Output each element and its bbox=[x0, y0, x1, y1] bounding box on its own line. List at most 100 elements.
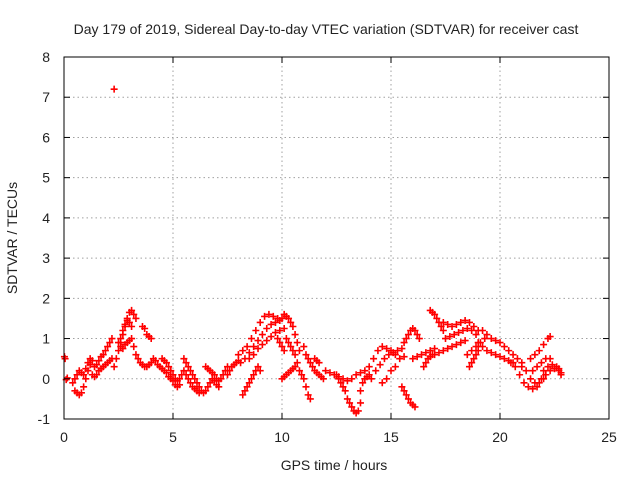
data-point bbox=[300, 343, 308, 351]
data-point bbox=[258, 331, 266, 339]
data-point bbox=[99, 351, 107, 359]
data-point bbox=[537, 359, 545, 367]
data-point bbox=[404, 395, 412, 403]
data-point bbox=[546, 367, 554, 375]
data-point bbox=[210, 377, 218, 385]
data-point bbox=[439, 327, 447, 335]
data-point bbox=[370, 355, 378, 363]
data-point bbox=[186, 367, 194, 375]
data-point bbox=[274, 335, 282, 343]
data-points bbox=[60, 85, 565, 417]
data-point bbox=[130, 343, 138, 351]
data-point bbox=[413, 353, 421, 361]
data-point bbox=[487, 349, 495, 357]
axis-ticks: 0 5 10 15 20 25 -1 0 1 2 3 4 5 6 7 8 bbox=[38, 49, 617, 445]
data-point bbox=[465, 363, 473, 371]
data-point bbox=[542, 371, 550, 379]
data-point bbox=[193, 379, 201, 387]
x-tick-label: 5 bbox=[169, 429, 177, 445]
data-point bbox=[535, 347, 543, 355]
data-point bbox=[162, 369, 170, 377]
data-point bbox=[110, 363, 118, 371]
data-point bbox=[322, 367, 330, 375]
data-point bbox=[147, 335, 155, 343]
data-point bbox=[394, 347, 402, 355]
data-point bbox=[535, 379, 543, 387]
data-point bbox=[319, 375, 327, 383]
data-point bbox=[426, 347, 434, 355]
data-point bbox=[291, 331, 299, 339]
data-point bbox=[455, 329, 463, 337]
data-point bbox=[387, 367, 395, 375]
data-point bbox=[306, 395, 314, 403]
y-tick-label: 3 bbox=[42, 250, 50, 266]
data-point bbox=[217, 375, 225, 383]
data-point bbox=[431, 345, 439, 353]
data-point bbox=[533, 363, 541, 371]
data-point bbox=[80, 383, 88, 391]
data-point bbox=[271, 318, 279, 326]
y-tick-label: 2 bbox=[42, 290, 50, 306]
data-point bbox=[457, 318, 465, 326]
data-point bbox=[252, 327, 260, 335]
data-point bbox=[243, 343, 251, 351]
data-point bbox=[431, 310, 439, 318]
data-point bbox=[420, 363, 428, 371]
data-point bbox=[202, 387, 210, 395]
data-point bbox=[302, 383, 310, 391]
data-point bbox=[267, 333, 275, 341]
data-point bbox=[348, 375, 356, 383]
data-point bbox=[483, 347, 491, 355]
data-point bbox=[343, 395, 351, 403]
x-tick-label: 10 bbox=[274, 429, 290, 445]
data-point bbox=[289, 322, 297, 330]
data-point bbox=[287, 318, 295, 326]
data-point bbox=[411, 327, 419, 335]
data-point bbox=[411, 403, 419, 411]
data-point bbox=[121, 320, 129, 328]
data-point bbox=[472, 343, 480, 351]
data-point bbox=[293, 339, 301, 347]
data-point bbox=[500, 355, 508, 363]
data-point bbox=[250, 371, 258, 379]
y-tick-label: 1 bbox=[42, 331, 50, 347]
data-point bbox=[481, 335, 489, 343]
grid-lines bbox=[64, 57, 609, 419]
y-tick-label: 4 bbox=[42, 210, 50, 226]
data-point bbox=[376, 361, 384, 369]
data-point bbox=[73, 371, 81, 379]
data-point bbox=[276, 327, 284, 335]
data-point bbox=[326, 369, 334, 377]
y-tick-label: 6 bbox=[42, 129, 50, 145]
data-point bbox=[165, 363, 173, 371]
data-point bbox=[84, 359, 92, 367]
data-point bbox=[263, 325, 271, 332]
data-point bbox=[470, 322, 478, 330]
data-point bbox=[468, 327, 476, 335]
data-point bbox=[463, 351, 471, 359]
data-point bbox=[278, 314, 286, 322]
data-point bbox=[359, 379, 367, 387]
data-point bbox=[450, 331, 458, 339]
data-point bbox=[472, 351, 480, 359]
data-point bbox=[176, 375, 184, 383]
x-tick-label: 20 bbox=[492, 429, 508, 445]
data-point bbox=[280, 347, 288, 355]
data-point bbox=[474, 339, 482, 347]
data-point bbox=[348, 403, 356, 411]
data-point bbox=[511, 363, 519, 371]
data-point bbox=[256, 367, 264, 375]
data-point bbox=[101, 347, 109, 355]
data-point bbox=[182, 371, 190, 379]
data-point bbox=[112, 355, 120, 363]
data-point bbox=[291, 351, 299, 359]
data-point bbox=[546, 355, 554, 363]
data-point bbox=[452, 320, 460, 328]
data-point bbox=[448, 322, 456, 330]
data-point bbox=[130, 310, 138, 318]
data-point bbox=[106, 339, 114, 347]
data-point bbox=[437, 322, 445, 330]
data-point bbox=[315, 359, 323, 367]
